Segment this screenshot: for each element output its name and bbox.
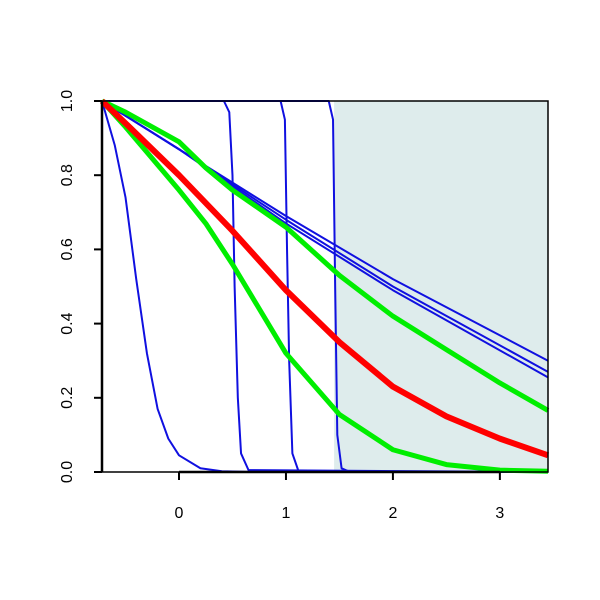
x-tick-label: 2 <box>388 505 397 522</box>
y-tick-label: 0.0 <box>59 461 76 483</box>
curve <box>100 98 550 413</box>
curve <box>99 98 549 459</box>
y-tick-label: 0.4 <box>59 312 76 334</box>
curve <box>100 99 549 474</box>
y-tick-label: 0.6 <box>59 238 76 260</box>
y-tick-label: 1.0 <box>59 90 76 112</box>
y-tick-label: 0.2 <box>59 387 76 409</box>
curve <box>101 100 549 379</box>
x-tick-label: 1 <box>282 505 291 522</box>
curve <box>102 100 549 473</box>
curve <box>102 100 548 473</box>
x-tick-label: 0 <box>175 505 184 522</box>
x-tick-label: 3 <box>495 505 504 522</box>
y-tick-label: 0.8 <box>59 164 76 186</box>
